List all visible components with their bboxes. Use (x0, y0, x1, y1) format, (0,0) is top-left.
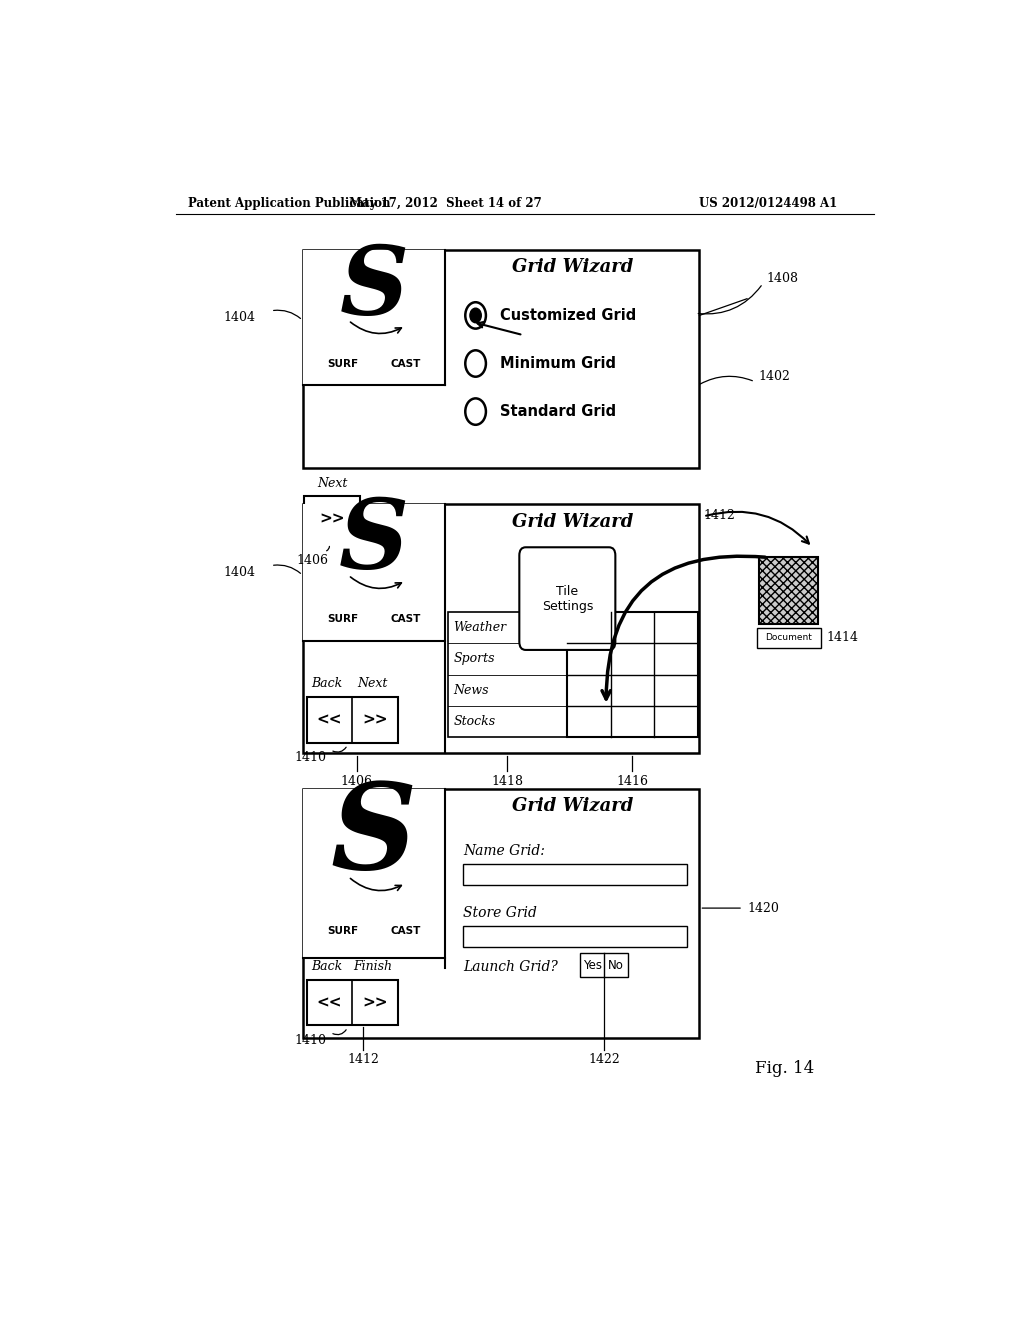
Text: SURF: SURF (327, 925, 358, 936)
Text: No: No (608, 958, 624, 972)
Text: Yes: Yes (583, 958, 602, 972)
Text: Weather: Weather (454, 622, 507, 635)
Text: Standard Grid: Standard Grid (500, 404, 616, 418)
FancyBboxPatch shape (463, 927, 687, 946)
Text: CAST: CAST (390, 925, 421, 936)
Text: Next: Next (357, 677, 387, 690)
Text: Document: Document (765, 634, 812, 643)
Text: Fig. 14: Fig. 14 (755, 1060, 814, 1077)
Text: Customized Grid: Customized Grid (500, 308, 637, 323)
Text: 1412: 1412 (703, 508, 735, 521)
Text: Next: Next (316, 477, 347, 490)
FancyBboxPatch shape (757, 627, 821, 648)
Text: Grid Wizard: Grid Wizard (512, 259, 633, 276)
Text: Finish: Finish (353, 960, 392, 973)
Text: 1404: 1404 (223, 566, 255, 579)
Circle shape (470, 308, 481, 322)
Circle shape (465, 350, 486, 376)
Text: News: News (454, 684, 488, 697)
Text: S: S (339, 242, 409, 334)
Text: CAST: CAST (390, 359, 421, 368)
Text: Tile
Settings: Tile Settings (542, 585, 593, 612)
FancyBboxPatch shape (303, 249, 699, 469)
Text: >>: >> (362, 995, 388, 1010)
FancyBboxPatch shape (306, 697, 397, 743)
Text: Minimum Grid: Minimum Grid (500, 356, 616, 371)
Text: 1402: 1402 (759, 370, 791, 383)
Text: Stocks: Stocks (454, 714, 496, 727)
FancyBboxPatch shape (303, 788, 699, 1038)
FancyBboxPatch shape (306, 979, 397, 1026)
Text: 1418: 1418 (492, 775, 523, 788)
Text: SURF: SURF (327, 359, 358, 368)
Text: 1410: 1410 (295, 1034, 327, 1047)
Text: Grid Wizard: Grid Wizard (512, 797, 633, 814)
Text: SURF: SURF (327, 614, 358, 624)
Bar (303, 249, 445, 385)
FancyBboxPatch shape (463, 865, 687, 884)
FancyBboxPatch shape (581, 953, 628, 977)
Text: Sports: Sports (454, 652, 495, 665)
FancyBboxPatch shape (304, 496, 359, 541)
Text: <<: << (316, 713, 342, 727)
Text: CAST: CAST (390, 614, 421, 624)
Bar (303, 788, 445, 958)
FancyBboxPatch shape (567, 612, 697, 737)
Text: S: S (339, 495, 410, 589)
FancyBboxPatch shape (447, 612, 567, 737)
Text: S: S (331, 777, 417, 894)
Text: >>: >> (319, 511, 345, 527)
Circle shape (465, 399, 486, 425)
Text: May 17, 2012  Sheet 14 of 27: May 17, 2012 Sheet 14 of 27 (349, 197, 542, 210)
Text: >>: >> (362, 713, 388, 727)
Text: 1414: 1414 (826, 631, 858, 644)
FancyBboxPatch shape (303, 504, 699, 752)
Text: 1410: 1410 (295, 751, 327, 764)
Text: 1406: 1406 (296, 554, 329, 566)
Text: Patent Application Publication: Patent Application Publication (187, 197, 390, 210)
Text: 1406: 1406 (341, 775, 373, 788)
Text: Grid Wizard: Grid Wizard (512, 512, 633, 531)
Circle shape (465, 302, 486, 329)
Text: Back: Back (311, 677, 342, 690)
FancyBboxPatch shape (519, 548, 615, 649)
Text: Back: Back (311, 960, 342, 973)
FancyBboxPatch shape (759, 557, 818, 623)
Text: 1416: 1416 (616, 775, 648, 788)
Text: Launch Grid?: Launch Grid? (463, 960, 558, 974)
Text: 1408: 1408 (767, 272, 799, 285)
Text: US 2012/0124498 A1: US 2012/0124498 A1 (699, 197, 838, 210)
Text: 1422: 1422 (588, 1053, 621, 1065)
Text: Store Grid: Store Grid (463, 907, 537, 920)
Text: <<: << (316, 995, 342, 1010)
Text: 1412: 1412 (347, 1053, 379, 1065)
Text: 1404: 1404 (223, 312, 255, 325)
Text: Name Grid:: Name Grid: (463, 845, 545, 858)
Text: 1420: 1420 (748, 902, 779, 915)
Bar (303, 504, 445, 642)
